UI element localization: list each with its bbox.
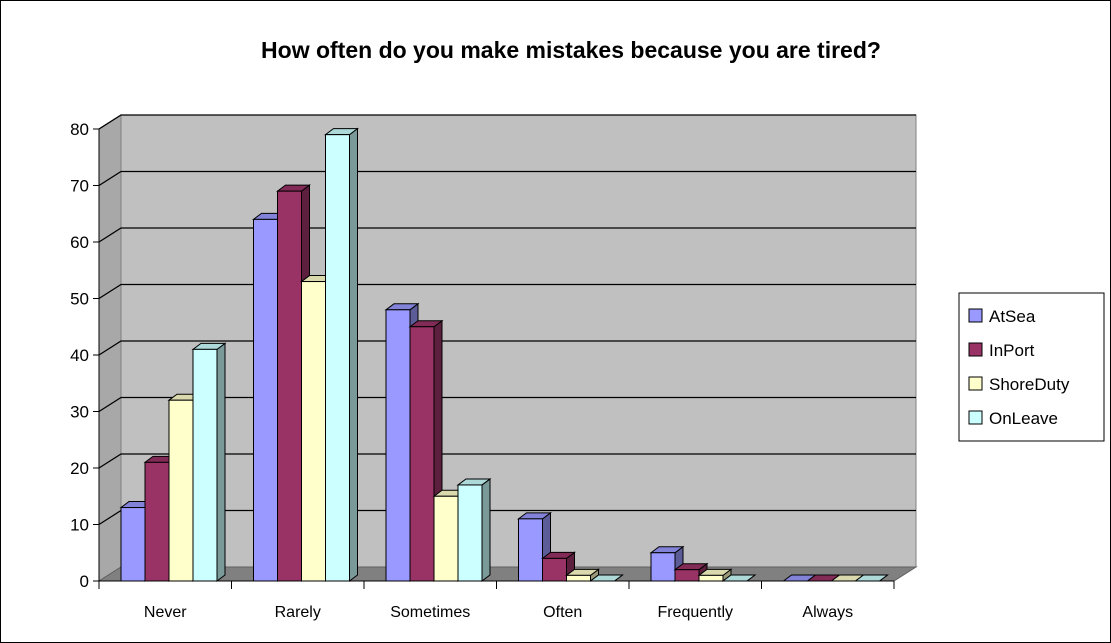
- y-tick-label: 70: [70, 177, 89, 196]
- legend-label: OnLeave: [989, 409, 1058, 428]
- bar-front: [192, 348, 218, 582]
- y-tick-label: 20: [70, 459, 89, 478]
- bar-top: [721, 574, 757, 582]
- bar-front: [457, 484, 483, 582]
- y-tick-label: 80: [70, 120, 89, 139]
- gridline: [98, 340, 916, 356]
- bar: [456, 477, 492, 582]
- bar: [721, 574, 757, 582]
- bar: [854, 574, 889, 582]
- gridline: [98, 227, 916, 243]
- legend-label: ShoreDuty: [989, 375, 1070, 394]
- x-tick-label: Frequently: [657, 604, 733, 621]
- bar: [323, 127, 360, 582]
- axes: 0 10 20 30 40 50 60 70 80 Never Rarely Sometimes Oft…: [70, 120, 895, 621]
- legend-swatch: [968, 376, 983, 391]
- bars: [119, 127, 889, 582]
- y-tick-label: 40: [70, 346, 89, 365]
- bar-front: [409, 326, 435, 582]
- bar-front: [144, 461, 170, 582]
- gridline: [98, 170, 916, 187]
- legend-swatch: [968, 308, 983, 323]
- bar-front: [542, 557, 567, 582]
- legend-box: [958, 292, 1105, 442]
- gridline: [98, 396, 916, 413]
- bar-front: [385, 309, 411, 582]
- y-tick-label: 0: [80, 572, 89, 591]
- chart-title: How often do you make mistakes because y…: [261, 37, 881, 63]
- bar-front: [650, 552, 676, 582]
- bar-top: [589, 574, 624, 582]
- x-tick-label: Often: [543, 604, 582, 621]
- bar-top: [854, 574, 889, 582]
- y-tick-label: 10: [70, 516, 89, 535]
- gridline: [98, 283, 916, 300]
- bar-front: [518, 518, 543, 582]
- bar: [191, 342, 227, 582]
- x-tick-label: Always: [802, 604, 853, 621]
- bar-front: [301, 281, 326, 582]
- bar-side: [481, 477, 491, 582]
- bar-side: [349, 127, 358, 582]
- x-tick-label: Never: [144, 604, 187, 621]
- bar-front: [433, 495, 459, 582]
- bar-front: [325, 134, 350, 582]
- bar-front: [566, 574, 591, 582]
- x-tick-label: Rarely: [275, 604, 321, 621]
- bar-front: [120, 507, 146, 582]
- x-tick-label: Sometimes: [390, 604, 470, 621]
- gridline: [98, 453, 916, 469]
- legend-swatch: [968, 410, 983, 425]
- legend-label: AtSea: [989, 307, 1036, 326]
- bar-front: [674, 569, 700, 582]
- legend-swatch: [968, 342, 983, 357]
- bar: [589, 574, 624, 582]
- bar-front: [698, 574, 724, 582]
- legend-label: InPort: [989, 341, 1035, 360]
- y-tick-label: 30: [70, 403, 89, 422]
- bar-front: [277, 190, 302, 582]
- bar: [697, 568, 733, 582]
- y-tick-label: 50: [70, 290, 89, 309]
- legend: AtSea InPort ShoreDuty OnLeave: [958, 292, 1105, 442]
- bar-front: [168, 399, 194, 582]
- gridlines: [98, 114, 916, 526]
- y-tick-label: 60: [70, 233, 89, 252]
- gridline: [98, 114, 916, 130]
- bar-front: [253, 218, 278, 582]
- bar-side: [216, 342, 226, 582]
